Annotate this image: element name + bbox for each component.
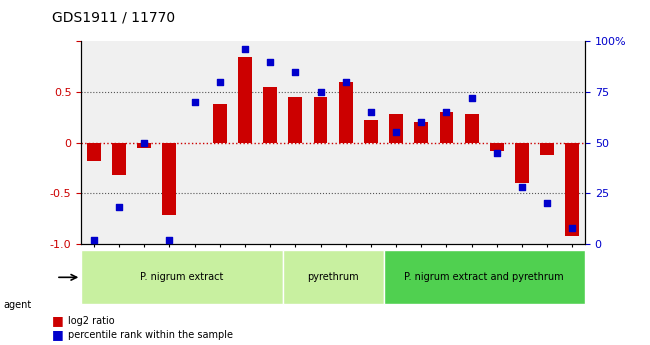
Point: [88, 237, 99, 243]
Bar: [238, 57, 252, 142]
Point: [517, 184, 527, 190]
Bar: [490, 142, 504, 151]
Bar: [289, 97, 302, 142]
FancyBboxPatch shape: [384, 250, 585, 304]
Bar: [263, 87, 277, 142]
Point: [441, 109, 452, 115]
Text: ■: ■: [52, 314, 64, 327]
FancyBboxPatch shape: [283, 250, 384, 304]
Bar: [162, 142, 176, 216]
Bar: [87, 142, 101, 161]
Point: [491, 150, 502, 156]
Point: [391, 130, 401, 135]
Point: [366, 109, 376, 115]
Text: log2 ratio: log2 ratio: [68, 316, 115, 326]
Text: ■: ■: [52, 328, 64, 341]
Point: [542, 200, 552, 206]
Bar: [389, 114, 403, 142]
Text: P. nigrum extract and pyrethrum: P. nigrum extract and pyrethrum: [404, 272, 564, 282]
Point: [139, 140, 150, 145]
Point: [315, 89, 326, 95]
Point: [416, 120, 426, 125]
Point: [265, 59, 276, 65]
Bar: [112, 142, 126, 175]
Text: P. nigrum extract: P. nigrum extract: [140, 272, 224, 282]
Bar: [439, 112, 454, 142]
Point: [114, 205, 124, 210]
Text: agent: agent: [3, 300, 31, 310]
Point: [290, 69, 300, 75]
Point: [189, 99, 200, 105]
Point: [240, 47, 250, 52]
Bar: [137, 142, 151, 148]
Point: [341, 79, 351, 85]
FancyBboxPatch shape: [81, 250, 283, 304]
Bar: [313, 97, 328, 142]
Bar: [364, 120, 378, 142]
Bar: [465, 114, 478, 142]
Bar: [213, 104, 227, 142]
Point: [214, 79, 225, 85]
Point: [467, 95, 477, 101]
Text: pyrethrum: pyrethrum: [307, 272, 359, 282]
Bar: [339, 82, 353, 142]
Bar: [515, 142, 529, 183]
Bar: [566, 142, 579, 236]
Point: [567, 225, 578, 230]
Point: [164, 237, 175, 243]
Bar: [540, 142, 554, 155]
Bar: [414, 122, 428, 142]
Text: GDS1911 / 11770: GDS1911 / 11770: [52, 10, 175, 24]
Text: percentile rank within the sample: percentile rank within the sample: [68, 330, 233, 339]
